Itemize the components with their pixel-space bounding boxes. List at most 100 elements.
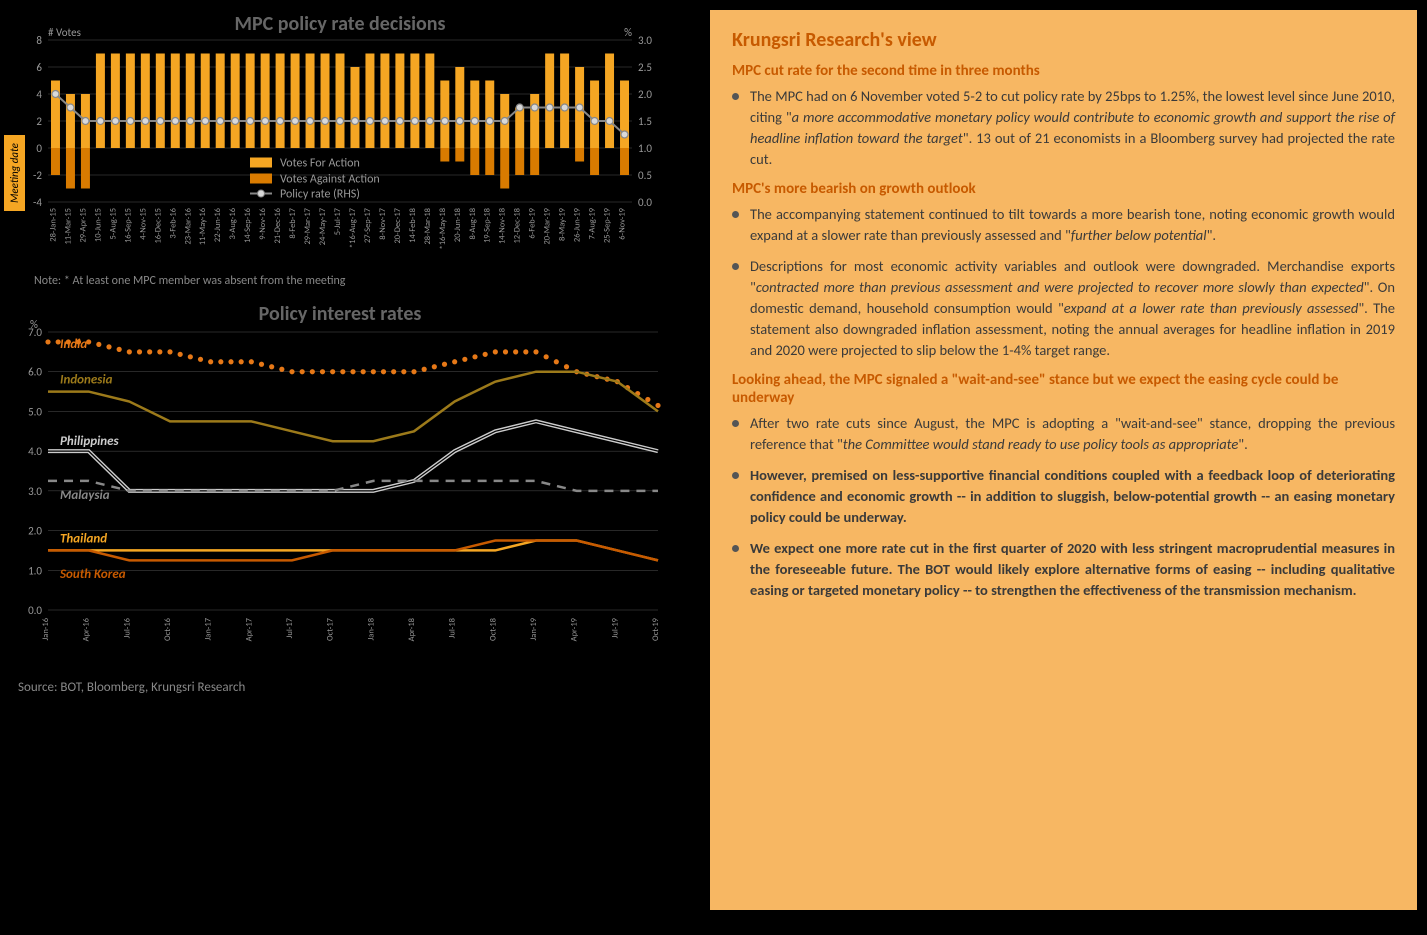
svg-text:11-May-16: 11-May-16 — [198, 207, 208, 245]
svg-text:29-Mar-17: 29-Mar-17 — [303, 207, 313, 244]
svg-text:Apr-17: Apr-17 — [244, 617, 254, 641]
svg-text:16-Dec-15: 16-Dec-15 — [153, 208, 163, 244]
svg-text:0: 0 — [36, 142, 42, 155]
svg-text:Apr-19: Apr-19 — [570, 617, 580, 641]
source-text: Source: BOT, Bloomberg, Krungsri Researc… — [18, 680, 690, 695]
svg-text:1.0: 1.0 — [638, 142, 652, 155]
panel-subheading: MPC cut rate for the second time in thre… — [732, 62, 1395, 80]
meeting-date-label: Meeting date — [4, 135, 25, 211]
svg-text:3-Feb-16: 3-Feb-16 — [168, 207, 178, 238]
svg-text:8-Aug-18: 8-Aug-18 — [468, 208, 478, 240]
svg-text:2.5: 2.5 — [638, 61, 652, 74]
svg-text:29-Apr-15: 29-Apr-15 — [78, 208, 88, 243]
svg-text:5.0: 5.0 — [28, 405, 42, 418]
svg-text:19-Sep-18: 19-Sep-18 — [483, 208, 493, 243]
svg-text:Apr-18: Apr-18 — [407, 618, 417, 641]
svg-text:25-Sep-19: 25-Sep-19 — [603, 207, 613, 243]
svg-text:20-Mar-19: 20-Mar-19 — [543, 207, 553, 244]
svg-text:14-Nov-18: 14-Nov-18 — [498, 208, 508, 244]
svg-text:3.0: 3.0 — [638, 34, 652, 47]
svg-text:6-Nov-19: 6-Nov-19 — [618, 207, 628, 239]
svg-text:Votes For Action: Votes For Action — [280, 157, 360, 171]
svg-text:7.0: 7.0 — [28, 326, 42, 339]
svg-text:*16-Aug-17: *16-Aug-17 — [348, 207, 358, 248]
panel-subheading: Looking ahead, the MPC signaled a "wait-… — [732, 371, 1395, 407]
svg-text:*16-May-18: *16-May-18 — [438, 208, 448, 250]
panel-bullet: After two rate cuts since August, the MP… — [732, 413, 1395, 455]
svg-text:Jan-18: Jan-18 — [366, 618, 376, 640]
svg-text:1.5: 1.5 — [638, 115, 652, 128]
svg-text:Jul-19: Jul-19 — [610, 617, 620, 638]
svg-text:8: 8 — [36, 34, 42, 47]
svg-text:0.5: 0.5 — [638, 169, 652, 182]
svg-text:28-Mar-18: 28-Mar-18 — [423, 208, 433, 245]
svg-text:22-Jun-16: 22-Jun-16 — [213, 207, 223, 242]
svg-text:12-Dec-18: 12-Dec-18 — [513, 208, 523, 244]
svg-text:9-Nov-16: 9-Nov-16 — [258, 207, 268, 239]
panel-subheading: MPC's more bearish on growth outlook — [732, 180, 1395, 198]
svg-text:Malaysia: Malaysia — [60, 488, 110, 503]
svg-text:6.0: 6.0 — [28, 366, 42, 379]
svg-text:11-Mar-15: 11-Mar-15 — [63, 208, 73, 245]
svg-text:MPC policy rate decisions: MPC policy rate decisions — [235, 12, 446, 36]
svg-text:26-Jun-19: 26-Jun-19 — [573, 207, 583, 242]
svg-text:Indonesia: Indonesia — [60, 373, 113, 388]
svg-text:Jul-16: Jul-16 — [122, 617, 132, 638]
panel-bullet: The MPC had on 6 November voted 5-2 to c… — [732, 86, 1395, 170]
svg-text:Thailand: Thailand — [60, 531, 107, 546]
chart1-note: Note: * At least one MPC member was abse… — [34, 274, 690, 288]
svg-text:2.0: 2.0 — [28, 525, 42, 538]
mpc-chart-svg: MPC policy rate decisions# Votes%-4-2024… — [10, 10, 670, 270]
svg-text:Oct-19: Oct-19 — [651, 617, 661, 641]
svg-text:27-Sep-17: 27-Sep-17 — [363, 207, 373, 243]
svg-text:Jan-19: Jan-19 — [529, 617, 539, 640]
svg-text:Philippines: Philippines — [60, 434, 120, 449]
svg-text:Oct-18: Oct-18 — [488, 618, 498, 641]
svg-text:Jan-16: Jan-16 — [41, 617, 51, 640]
svg-text:10-Jun-15: 10-Jun-15 — [93, 208, 103, 242]
svg-text:3-Aug-16: 3-Aug-16 — [228, 207, 238, 239]
svg-text:24-May-17: 24-May-17 — [318, 207, 328, 245]
svg-text:8-Nov-17: 8-Nov-17 — [378, 207, 388, 239]
svg-text:Apr-16: Apr-16 — [82, 617, 92, 641]
svg-text:3.0: 3.0 — [28, 485, 42, 498]
svg-text:23-Mar-16: 23-Mar-16 — [183, 207, 193, 244]
svg-text:0.0: 0.0 — [28, 604, 42, 617]
svg-text:5-Aug-15: 5-Aug-15 — [108, 208, 118, 240]
svg-text:Votes Against Action: Votes Against Action — [280, 173, 380, 187]
svg-text:5-Jul-17: 5-Jul-17 — [333, 207, 343, 235]
mpc-chart: Meeting date MPC policy rate decisions# … — [10, 10, 690, 302]
svg-text:Oct-16: Oct-16 — [163, 617, 173, 641]
svg-text:20-Dec-17: 20-Dec-17 — [393, 207, 403, 243]
svg-text:2.0: 2.0 — [638, 88, 652, 101]
svg-text:-2: -2 — [33, 169, 42, 182]
svg-text:4.0: 4.0 — [28, 445, 42, 458]
rates-chart-svg: Policy interest rates%0.01.02.03.04.05.0… — [10, 302, 670, 672]
svg-text:India: India — [60, 337, 87, 352]
svg-text:4-Nov-15: 4-Nov-15 — [138, 208, 148, 240]
svg-text:14-Feb-18: 14-Feb-18 — [408, 208, 418, 243]
svg-text:0.0: 0.0 — [638, 196, 652, 209]
svg-text:8-Feb-17: 8-Feb-17 — [288, 207, 298, 238]
svg-text:1.0: 1.0 — [28, 564, 42, 577]
svg-text:# Votes: # Votes — [48, 26, 81, 39]
svg-text:20-Jun-18: 20-Jun-18 — [453, 208, 463, 242]
svg-text:Policy interest rates: Policy interest rates — [259, 302, 422, 326]
panel-title: Krungsri Research's view — [732, 28, 1395, 52]
research-view-panel: Krungsri Research's view MPC cut rate fo… — [710, 10, 1417, 910]
svg-text:Jul-18: Jul-18 — [448, 618, 458, 638]
svg-text:4: 4 — [36, 88, 42, 101]
svg-text:Policy rate (RHS): Policy rate (RHS) — [280, 188, 360, 202]
svg-text:2: 2 — [36, 115, 42, 128]
svg-text:%: % — [624, 26, 632, 39]
svg-text:8-May-19: 8-May-19 — [558, 207, 568, 241]
rates-chart: Policy interest rates%0.01.02.03.04.05.0… — [10, 302, 690, 672]
svg-text:16-Sep-15: 16-Sep-15 — [123, 208, 133, 243]
svg-text:6-Feb-19: 6-Feb-19 — [528, 207, 538, 238]
svg-text:Jul-17: Jul-17 — [285, 617, 295, 638]
panel-bullet: Descriptions for most economic activity … — [732, 256, 1395, 361]
svg-text:6: 6 — [36, 61, 42, 74]
svg-text:21-Dec-16: 21-Dec-16 — [273, 207, 283, 243]
svg-text:Oct-17: Oct-17 — [326, 617, 336, 641]
svg-text:7-Aug-19: 7-Aug-19 — [588, 207, 598, 239]
